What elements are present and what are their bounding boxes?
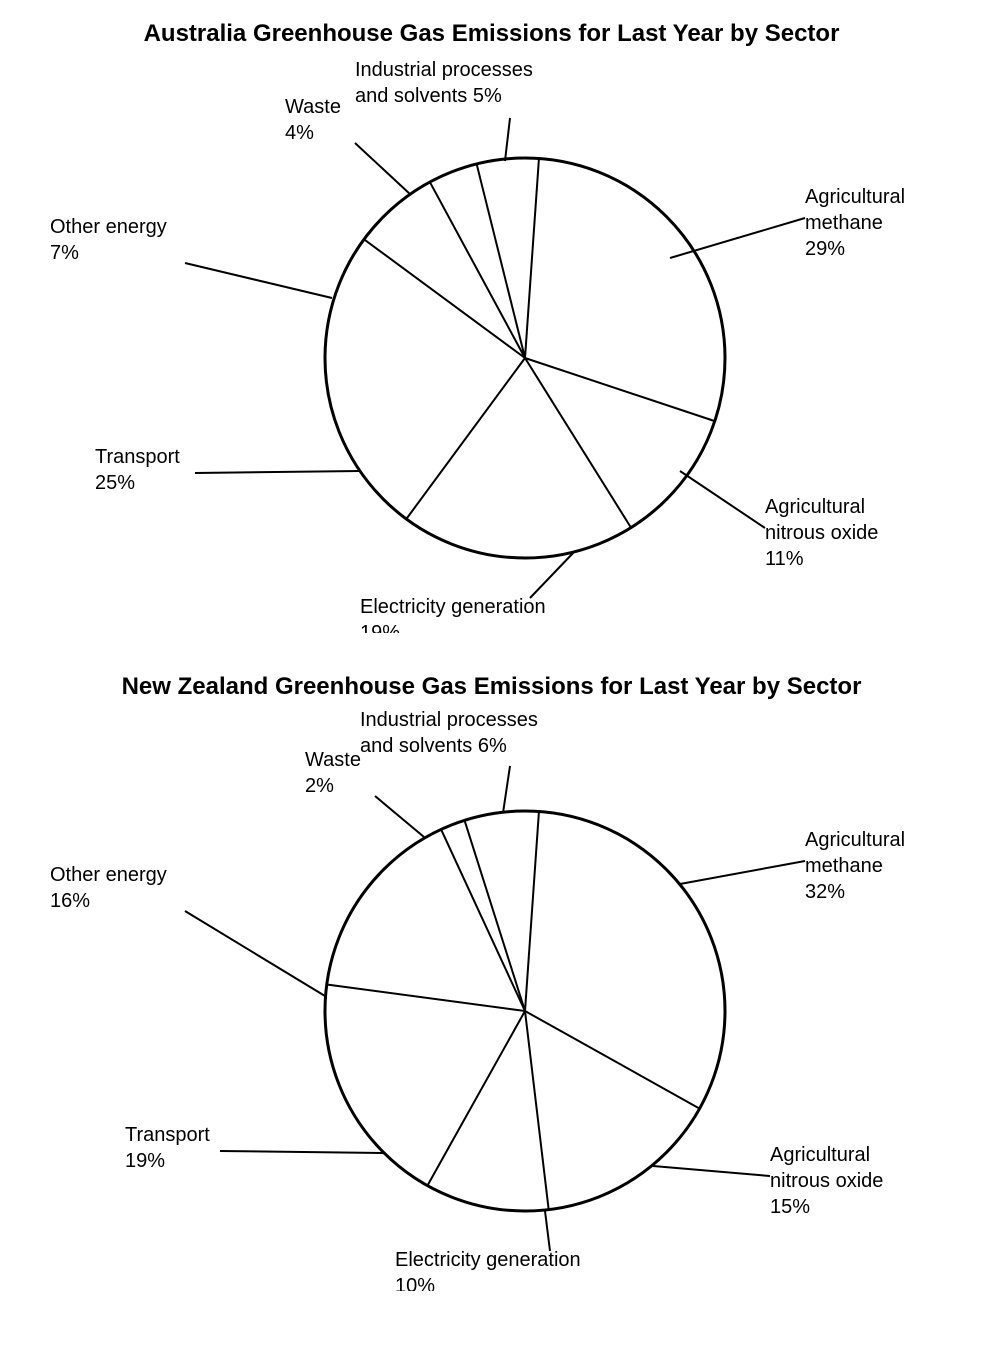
- sector-label: Other energy7%: [50, 216, 167, 264]
- sector-label: Agriculturalmethane29%: [805, 186, 905, 260]
- chart-title-australia: Australia Greenhouse Gas Emissions for L…: [20, 20, 963, 48]
- leader-line: [680, 471, 765, 528]
- sector-label: Agriculturalnitrous oxide11%: [765, 496, 878, 570]
- pie-chart-australia: Agriculturalmethane29% Agriculturalnitrou…: [20, 58, 963, 633]
- sector-label: Waste4%: [285, 96, 341, 144]
- pie-chart-newzealand: Agriculturalmethane32% Agriculturalnitrou…: [20, 711, 963, 1291]
- sector-label: Transport19%: [125, 1124, 210, 1172]
- leader-line: [545, 1211, 550, 1251]
- leader-line: [185, 263, 332, 298]
- chart-title-newzealand: New Zealand Greenhouse Gas Emissions for…: [20, 673, 963, 701]
- leader-line: [680, 861, 805, 884]
- leader-line: [220, 1151, 384, 1153]
- leader-line: [653, 1166, 770, 1176]
- sector-label: Industrial processesand solvents 5%: [355, 59, 533, 107]
- leader-line: [503, 766, 510, 813]
- newzealand-chart: New Zealand Greenhouse Gas Emissions for…: [20, 673, 963, 1291]
- sector-label: Electricity generation19%: [360, 596, 546, 633]
- sector-label: Other energy16%: [50, 864, 167, 912]
- leader-line: [355, 143, 411, 195]
- sector-label: Agriculturalmethane32%: [805, 829, 905, 903]
- leader-line: [505, 118, 510, 161]
- leader-line: [185, 911, 325, 996]
- sector-label: Industrial processesand solvents 6%: [360, 711, 538, 757]
- sector-label: Agriculturalnitrous oxide15%: [770, 1144, 883, 1218]
- sector-label: Transport25%: [95, 446, 180, 494]
- leader-line: [375, 796, 424, 837]
- leader-line: [195, 471, 360, 473]
- sector-label: Waste2%: [305, 749, 361, 797]
- sector-label: Electricity generation10%: [395, 1249, 581, 1291]
- australia-chart: Australia Greenhouse Gas Emissions for L…: [20, 20, 963, 633]
- leader-line: [670, 218, 805, 258]
